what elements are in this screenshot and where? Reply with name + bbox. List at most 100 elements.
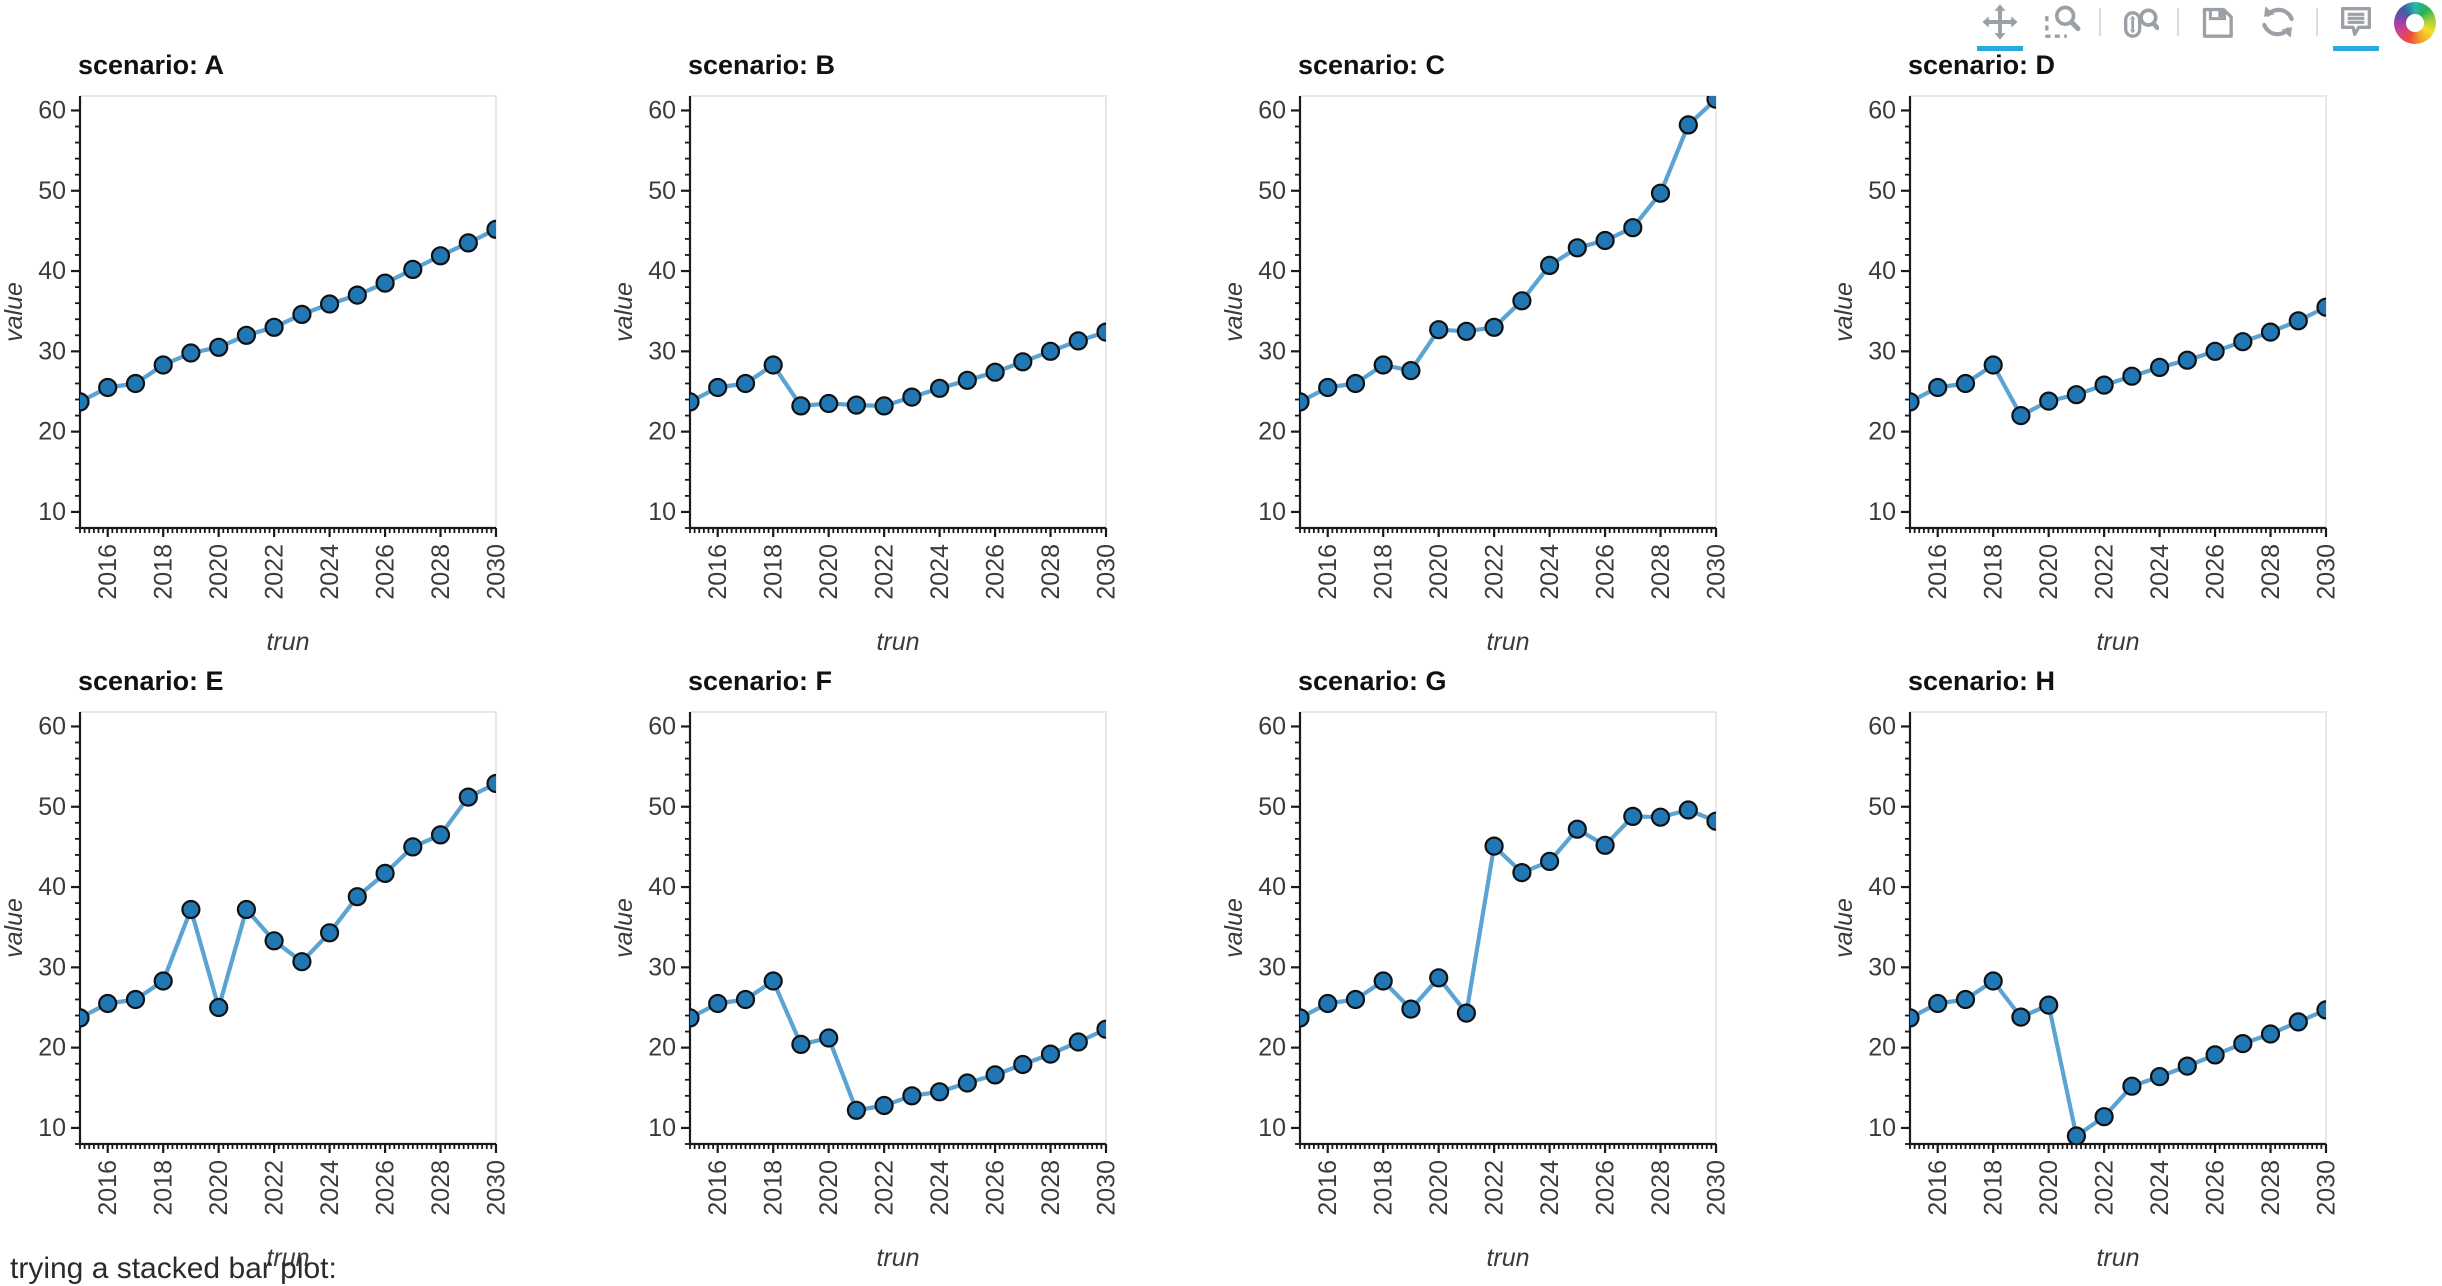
data-point-F-2026[interactable] bbox=[985, 1065, 1005, 1085]
box-zoom-tool-button[interactable] bbox=[2038, 2, 2084, 51]
data-point-B-2022[interactable] bbox=[874, 396, 894, 416]
data-point-E-2028[interactable] bbox=[430, 825, 451, 845]
data-point-B-2019[interactable] bbox=[791, 396, 811, 416]
data-point-A-2017[interactable] bbox=[125, 373, 146, 394]
data-point-H-2018[interactable] bbox=[1983, 971, 2003, 991]
pan-tool-button[interactable] bbox=[1977, 2, 2023, 51]
data-point-F-2017[interactable] bbox=[735, 989, 756, 1010]
data-point-A-2030[interactable] bbox=[486, 219, 505, 239]
data-point-C-2029[interactable] bbox=[1678, 115, 1698, 135]
data-point-B-2027[interactable] bbox=[1013, 352, 1033, 372]
data-point-A-2016[interactable] bbox=[98, 377, 118, 398]
data-point-D-2026[interactable] bbox=[2205, 341, 2225, 361]
data-point-A-2028[interactable] bbox=[430, 246, 451, 266]
data-point-F-2024[interactable] bbox=[930, 1082, 950, 1102]
data-point-G-2022[interactable] bbox=[1484, 836, 1504, 856]
data-point-G-2015[interactable] bbox=[1292, 1008, 1310, 1028]
data-point-H-2015[interactable] bbox=[1902, 1008, 1920, 1028]
data-point-F-2023[interactable] bbox=[902, 1086, 922, 1106]
data-point-G-2029[interactable] bbox=[1678, 800, 1698, 820]
data-point-H-2028[interactable] bbox=[2260, 1024, 2281, 1044]
data-point-H-2027[interactable] bbox=[2233, 1034, 2253, 1054]
data-point-G-2026[interactable] bbox=[1595, 835, 1615, 855]
data-point-C-2018[interactable] bbox=[1373, 355, 1393, 375]
data-point-E-2026[interactable] bbox=[375, 863, 395, 883]
data-point-C-2025[interactable] bbox=[1567, 238, 1587, 258]
data-point-F-2027[interactable] bbox=[1013, 1054, 1033, 1075]
data-point-B-2025[interactable] bbox=[957, 370, 977, 390]
data-point-H-2023[interactable] bbox=[2122, 1076, 2142, 1096]
data-point-F-2025[interactable] bbox=[957, 1073, 977, 1093]
data-point-D-2024[interactable] bbox=[2150, 357, 2170, 377]
data-point-A-2023[interactable] bbox=[292, 304, 312, 324]
data-point-F-2022[interactable] bbox=[874, 1095, 894, 1116]
data-point-E-2029[interactable] bbox=[458, 787, 478, 807]
data-point-C-2024[interactable] bbox=[1540, 255, 1560, 275]
data-point-G-2020[interactable] bbox=[1429, 968, 1449, 988]
data-point-D-2023[interactable] bbox=[2122, 366, 2142, 386]
data-point-C-2027[interactable] bbox=[1623, 218, 1643, 238]
data-point-E-2030[interactable] bbox=[486, 773, 505, 794]
data-point-A-2027[interactable] bbox=[403, 259, 423, 279]
data-point-A-2029[interactable] bbox=[458, 233, 478, 253]
data-point-B-2029[interactable] bbox=[1068, 331, 1088, 351]
data-point-F-2015[interactable] bbox=[682, 1008, 700, 1028]
data-point-G-2017[interactable] bbox=[1345, 989, 1366, 1010]
data-point-A-2015[interactable] bbox=[72, 392, 90, 412]
data-point-G-2024[interactable] bbox=[1540, 851, 1560, 871]
data-point-D-2017[interactable] bbox=[1955, 373, 1976, 394]
data-point-D-2030[interactable] bbox=[2316, 297, 2335, 317]
data-point-E-2021[interactable] bbox=[236, 899, 256, 920]
data-point-F-2020[interactable] bbox=[819, 1028, 839, 1048]
hover-tool-button[interactable] bbox=[2333, 2, 2379, 51]
data-point-B-2030[interactable] bbox=[1096, 322, 1115, 342]
data-point-E-2023[interactable] bbox=[292, 952, 312, 972]
data-point-C-2019[interactable] bbox=[1401, 361, 1421, 381]
data-point-D-2025[interactable] bbox=[2177, 350, 2197, 370]
data-point-E-2018[interactable] bbox=[153, 971, 173, 991]
data-point-E-2017[interactable] bbox=[125, 989, 146, 1010]
data-point-B-2016[interactable] bbox=[708, 377, 728, 398]
data-point-G-2027[interactable] bbox=[1623, 806, 1643, 826]
data-point-E-2019[interactable] bbox=[181, 899, 201, 920]
data-point-D-2029[interactable] bbox=[2288, 311, 2308, 331]
data-point-A-2022[interactable] bbox=[264, 317, 284, 337]
reset-tool-button[interactable] bbox=[2255, 2, 2301, 51]
data-point-D-2028[interactable] bbox=[2260, 322, 2281, 342]
data-point-C-2020[interactable] bbox=[1429, 320, 1449, 340]
data-point-G-2030[interactable] bbox=[1706, 811, 1725, 831]
data-point-E-2022[interactable] bbox=[264, 931, 284, 951]
data-point-H-2017[interactable] bbox=[1955, 989, 1976, 1010]
data-point-H-2020[interactable] bbox=[2039, 995, 2059, 1015]
data-point-H-2029[interactable] bbox=[2288, 1012, 2308, 1032]
data-point-G-2019[interactable] bbox=[1401, 999, 1421, 1019]
data-point-E-2015[interactable] bbox=[72, 1008, 90, 1028]
data-point-F-2016[interactable] bbox=[708, 993, 728, 1014]
data-point-E-2025[interactable] bbox=[347, 887, 367, 907]
data-point-B-2021[interactable] bbox=[846, 395, 866, 415]
data-point-E-2020[interactable] bbox=[209, 997, 229, 1018]
data-point-E-2024[interactable] bbox=[320, 923, 340, 943]
data-point-C-2023[interactable] bbox=[1512, 291, 1532, 311]
data-point-B-2023[interactable] bbox=[902, 387, 922, 407]
wheel-zoom-tool-button[interactable] bbox=[2116, 2, 2162, 51]
data-point-A-2020[interactable] bbox=[209, 337, 229, 357]
data-point-A-2025[interactable] bbox=[347, 285, 367, 305]
data-point-A-2018[interactable] bbox=[153, 355, 173, 375]
data-point-B-2026[interactable] bbox=[985, 362, 1005, 382]
data-point-F-2029[interactable] bbox=[1068, 1032, 1088, 1052]
data-point-F-2019[interactable] bbox=[791, 1034, 811, 1054]
data-point-H-2024[interactable] bbox=[2150, 1067, 2170, 1087]
data-point-H-2025[interactable] bbox=[2177, 1056, 2197, 1076]
data-point-B-2028[interactable] bbox=[1040, 341, 1061, 361]
data-point-D-2022[interactable] bbox=[2094, 375, 2114, 395]
data-point-H-2016[interactable] bbox=[1928, 993, 1948, 1014]
data-point-H-2022[interactable] bbox=[2094, 1107, 2114, 1127]
data-point-C-2028[interactable] bbox=[1650, 183, 1671, 203]
data-point-G-2016[interactable] bbox=[1318, 993, 1338, 1014]
